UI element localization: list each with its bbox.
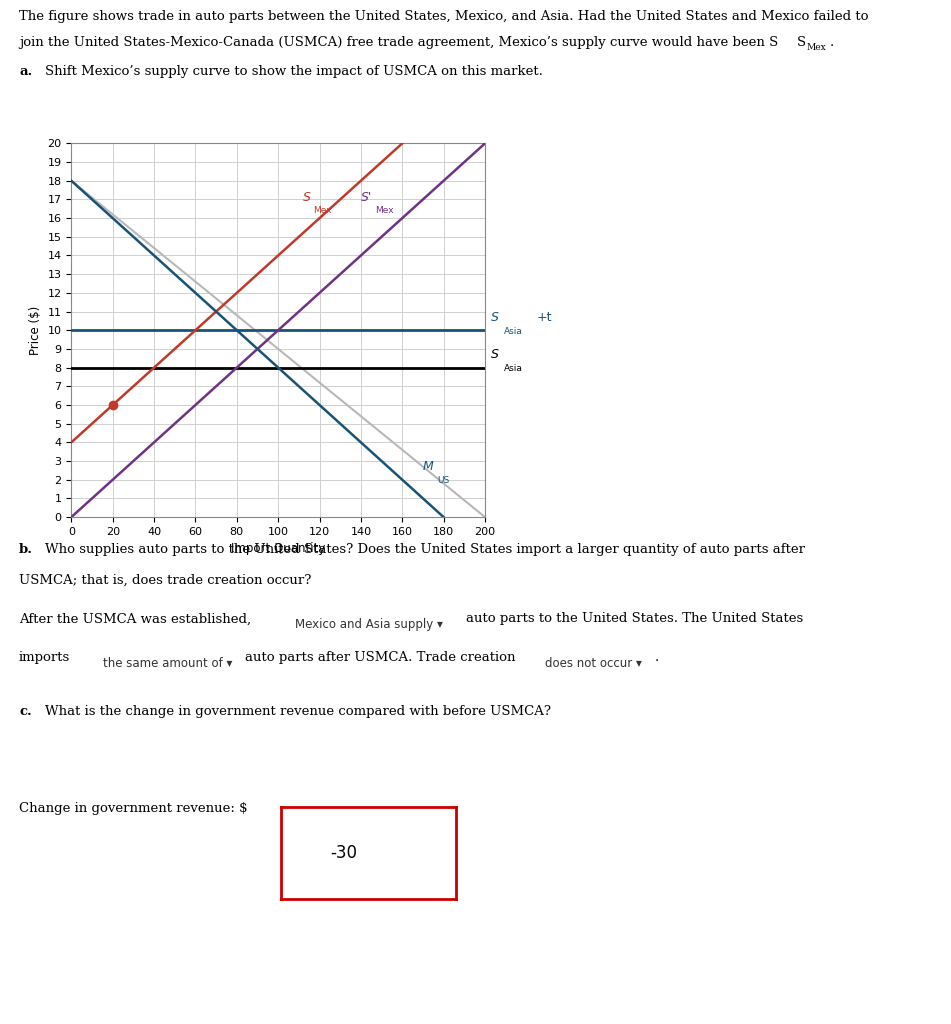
Text: join the United States-Mexico-Canada (USMCA) free trade agreement, Mexico’s supp: join the United States-Mexico-Canada (US… — [19, 36, 778, 49]
Text: USMCA; that is, does trade creation occur?: USMCA; that is, does trade creation occu… — [19, 573, 311, 587]
Text: .: . — [654, 651, 658, 665]
Text: +t: +t — [536, 311, 553, 324]
Text: The figure shows trade in auto parts between the United States, Mexico, and Asia: The figure shows trade in auto parts bet… — [19, 10, 868, 24]
Text: Mex: Mex — [376, 206, 394, 214]
Text: the same amount of ▾: the same amount of ▾ — [103, 657, 232, 670]
Text: S: S — [492, 348, 499, 361]
Text: a.: a. — [19, 65, 32, 78]
Text: Asia: Asia — [504, 365, 522, 374]
Text: Mex: Mex — [313, 206, 332, 214]
Text: M: M — [423, 461, 434, 473]
Text: imports: imports — [19, 651, 70, 665]
Text: .: . — [830, 36, 834, 49]
Text: b.: b. — [19, 543, 33, 556]
Text: What is the change in government revenue compared with before USMCA?: What is the change in government revenue… — [45, 705, 551, 718]
Text: S': S' — [360, 191, 372, 205]
Text: does not occur ▾: does not occur ▾ — [545, 657, 642, 670]
X-axis label: Import Quantity: Import Quantity — [231, 543, 325, 555]
Text: US: US — [437, 476, 450, 485]
Text: Who supplies auto parts to the United States? Does the United States import a la: Who supplies auto parts to the United St… — [45, 543, 805, 556]
Text: auto parts after USMCA. Trade creation: auto parts after USMCA. Trade creation — [245, 651, 515, 665]
Text: Mexico and Asia supply ▾: Mexico and Asia supply ▾ — [295, 618, 442, 631]
Text: Mex: Mex — [806, 43, 826, 52]
Text: After the USMCA was established,: After the USMCA was established, — [19, 612, 251, 626]
Text: S: S — [303, 191, 311, 205]
Text: S: S — [492, 311, 499, 324]
Text: Change in government revenue: $: Change in government revenue: $ — [19, 802, 247, 815]
Text: auto parts to the United States. The United States: auto parts to the United States. The Uni… — [466, 612, 804, 626]
Text: c.: c. — [19, 705, 31, 718]
Text: -30: -30 — [330, 844, 358, 862]
Text: Shift Mexico’s supply curve to show the impact of USMCA on this market.: Shift Mexico’s supply curve to show the … — [45, 65, 543, 78]
Text: Asia: Asia — [504, 327, 522, 336]
Text: S: S — [797, 36, 806, 49]
Y-axis label: Price ($): Price ($) — [29, 305, 42, 355]
